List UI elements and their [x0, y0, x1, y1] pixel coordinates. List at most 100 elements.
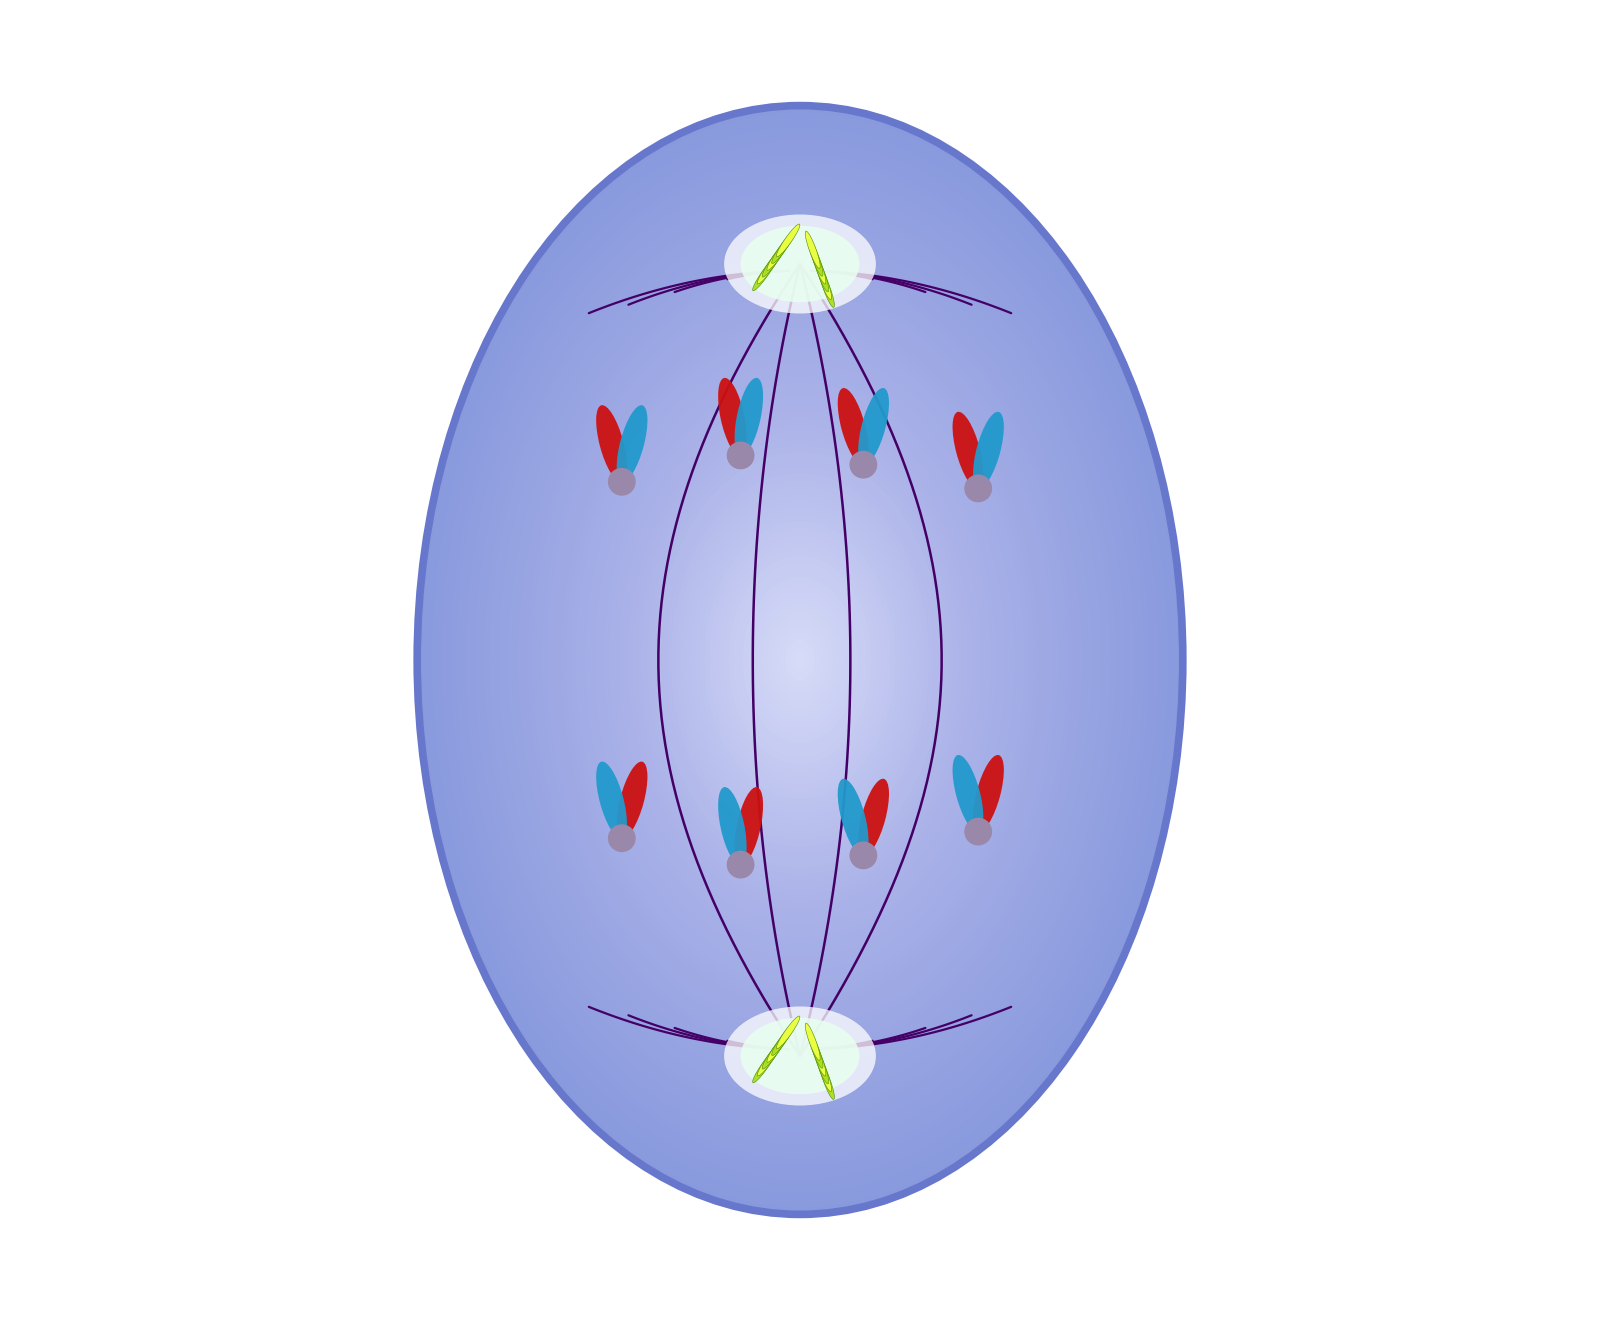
Ellipse shape	[694, 507, 906, 813]
Ellipse shape	[776, 1016, 800, 1048]
Ellipse shape	[762, 244, 786, 277]
Ellipse shape	[632, 417, 968, 903]
Ellipse shape	[504, 230, 1096, 1090]
Ellipse shape	[518, 251, 1082, 1069]
Ellipse shape	[485, 202, 1115, 1117]
Ellipse shape	[642, 432, 958, 888]
Ellipse shape	[752, 591, 848, 729]
Ellipse shape	[579, 342, 1021, 979]
Ellipse shape	[490, 210, 1110, 1110]
Ellipse shape	[570, 327, 1030, 993]
Ellipse shape	[466, 176, 1134, 1144]
Ellipse shape	[422, 112, 1178, 1208]
Ellipse shape	[776, 626, 824, 694]
Ellipse shape	[690, 500, 910, 820]
Ellipse shape	[858, 779, 890, 855]
Ellipse shape	[714, 536, 886, 784]
Ellipse shape	[805, 1023, 821, 1060]
Ellipse shape	[675, 479, 925, 841]
Ellipse shape	[973, 412, 1003, 488]
Ellipse shape	[538, 279, 1062, 1041]
Ellipse shape	[480, 195, 1120, 1125]
Ellipse shape	[528, 265, 1072, 1055]
Ellipse shape	[838, 388, 869, 465]
Ellipse shape	[805, 231, 821, 268]
Ellipse shape	[594, 362, 1006, 958]
Ellipse shape	[781, 632, 819, 688]
Ellipse shape	[589, 355, 1011, 965]
Ellipse shape	[762, 605, 838, 715]
Ellipse shape	[742, 577, 858, 743]
Ellipse shape	[819, 1063, 834, 1100]
Ellipse shape	[446, 147, 1154, 1173]
Ellipse shape	[741, 1018, 859, 1094]
Ellipse shape	[973, 755, 1003, 832]
Ellipse shape	[819, 271, 834, 308]
Ellipse shape	[734, 787, 763, 865]
Ellipse shape	[838, 779, 869, 855]
Ellipse shape	[514, 244, 1086, 1076]
Ellipse shape	[437, 133, 1163, 1187]
Ellipse shape	[699, 515, 901, 805]
Circle shape	[965, 475, 992, 502]
Ellipse shape	[766, 238, 790, 271]
Ellipse shape	[656, 451, 944, 869]
Ellipse shape	[811, 1039, 826, 1076]
Ellipse shape	[752, 259, 776, 290]
Circle shape	[965, 818, 992, 845]
Ellipse shape	[622, 404, 978, 916]
Ellipse shape	[771, 618, 829, 702]
Ellipse shape	[494, 216, 1106, 1104]
Ellipse shape	[427, 120, 1173, 1201]
Ellipse shape	[451, 154, 1149, 1166]
Circle shape	[728, 442, 754, 469]
Ellipse shape	[584, 348, 1016, 972]
Ellipse shape	[565, 321, 1035, 999]
Ellipse shape	[762, 1036, 786, 1069]
Ellipse shape	[725, 1006, 875, 1106]
Ellipse shape	[651, 445, 949, 875]
Ellipse shape	[432, 127, 1168, 1193]
Ellipse shape	[627, 411, 973, 909]
Ellipse shape	[757, 598, 843, 722]
Ellipse shape	[733, 562, 867, 758]
Ellipse shape	[718, 378, 747, 455]
Ellipse shape	[680, 487, 920, 833]
Ellipse shape	[597, 762, 627, 838]
Ellipse shape	[718, 787, 747, 865]
Ellipse shape	[637, 425, 963, 895]
Circle shape	[608, 825, 635, 851]
Ellipse shape	[704, 521, 896, 799]
Circle shape	[850, 842, 877, 869]
Ellipse shape	[475, 189, 1125, 1131]
Ellipse shape	[734, 378, 763, 455]
Ellipse shape	[646, 438, 954, 882]
Ellipse shape	[757, 251, 781, 284]
Ellipse shape	[723, 549, 877, 771]
Ellipse shape	[523, 259, 1077, 1061]
Ellipse shape	[685, 494, 915, 826]
Ellipse shape	[546, 293, 1054, 1027]
Ellipse shape	[776, 224, 800, 256]
Ellipse shape	[786, 639, 814, 681]
Ellipse shape	[598, 370, 1002, 950]
Ellipse shape	[597, 405, 627, 482]
Ellipse shape	[814, 1047, 829, 1084]
Ellipse shape	[461, 168, 1139, 1152]
Ellipse shape	[533, 272, 1067, 1048]
Ellipse shape	[757, 1043, 781, 1076]
Ellipse shape	[741, 226, 859, 302]
Ellipse shape	[666, 466, 934, 854]
Circle shape	[850, 451, 877, 478]
Ellipse shape	[811, 247, 826, 284]
Ellipse shape	[814, 255, 829, 292]
Ellipse shape	[616, 762, 648, 838]
Ellipse shape	[725, 214, 875, 314]
Ellipse shape	[747, 583, 853, 737]
Ellipse shape	[470, 182, 1130, 1138]
Ellipse shape	[670, 473, 930, 847]
Ellipse shape	[808, 1031, 822, 1068]
Ellipse shape	[509, 238, 1091, 1082]
Circle shape	[728, 851, 754, 878]
Ellipse shape	[771, 1023, 795, 1056]
